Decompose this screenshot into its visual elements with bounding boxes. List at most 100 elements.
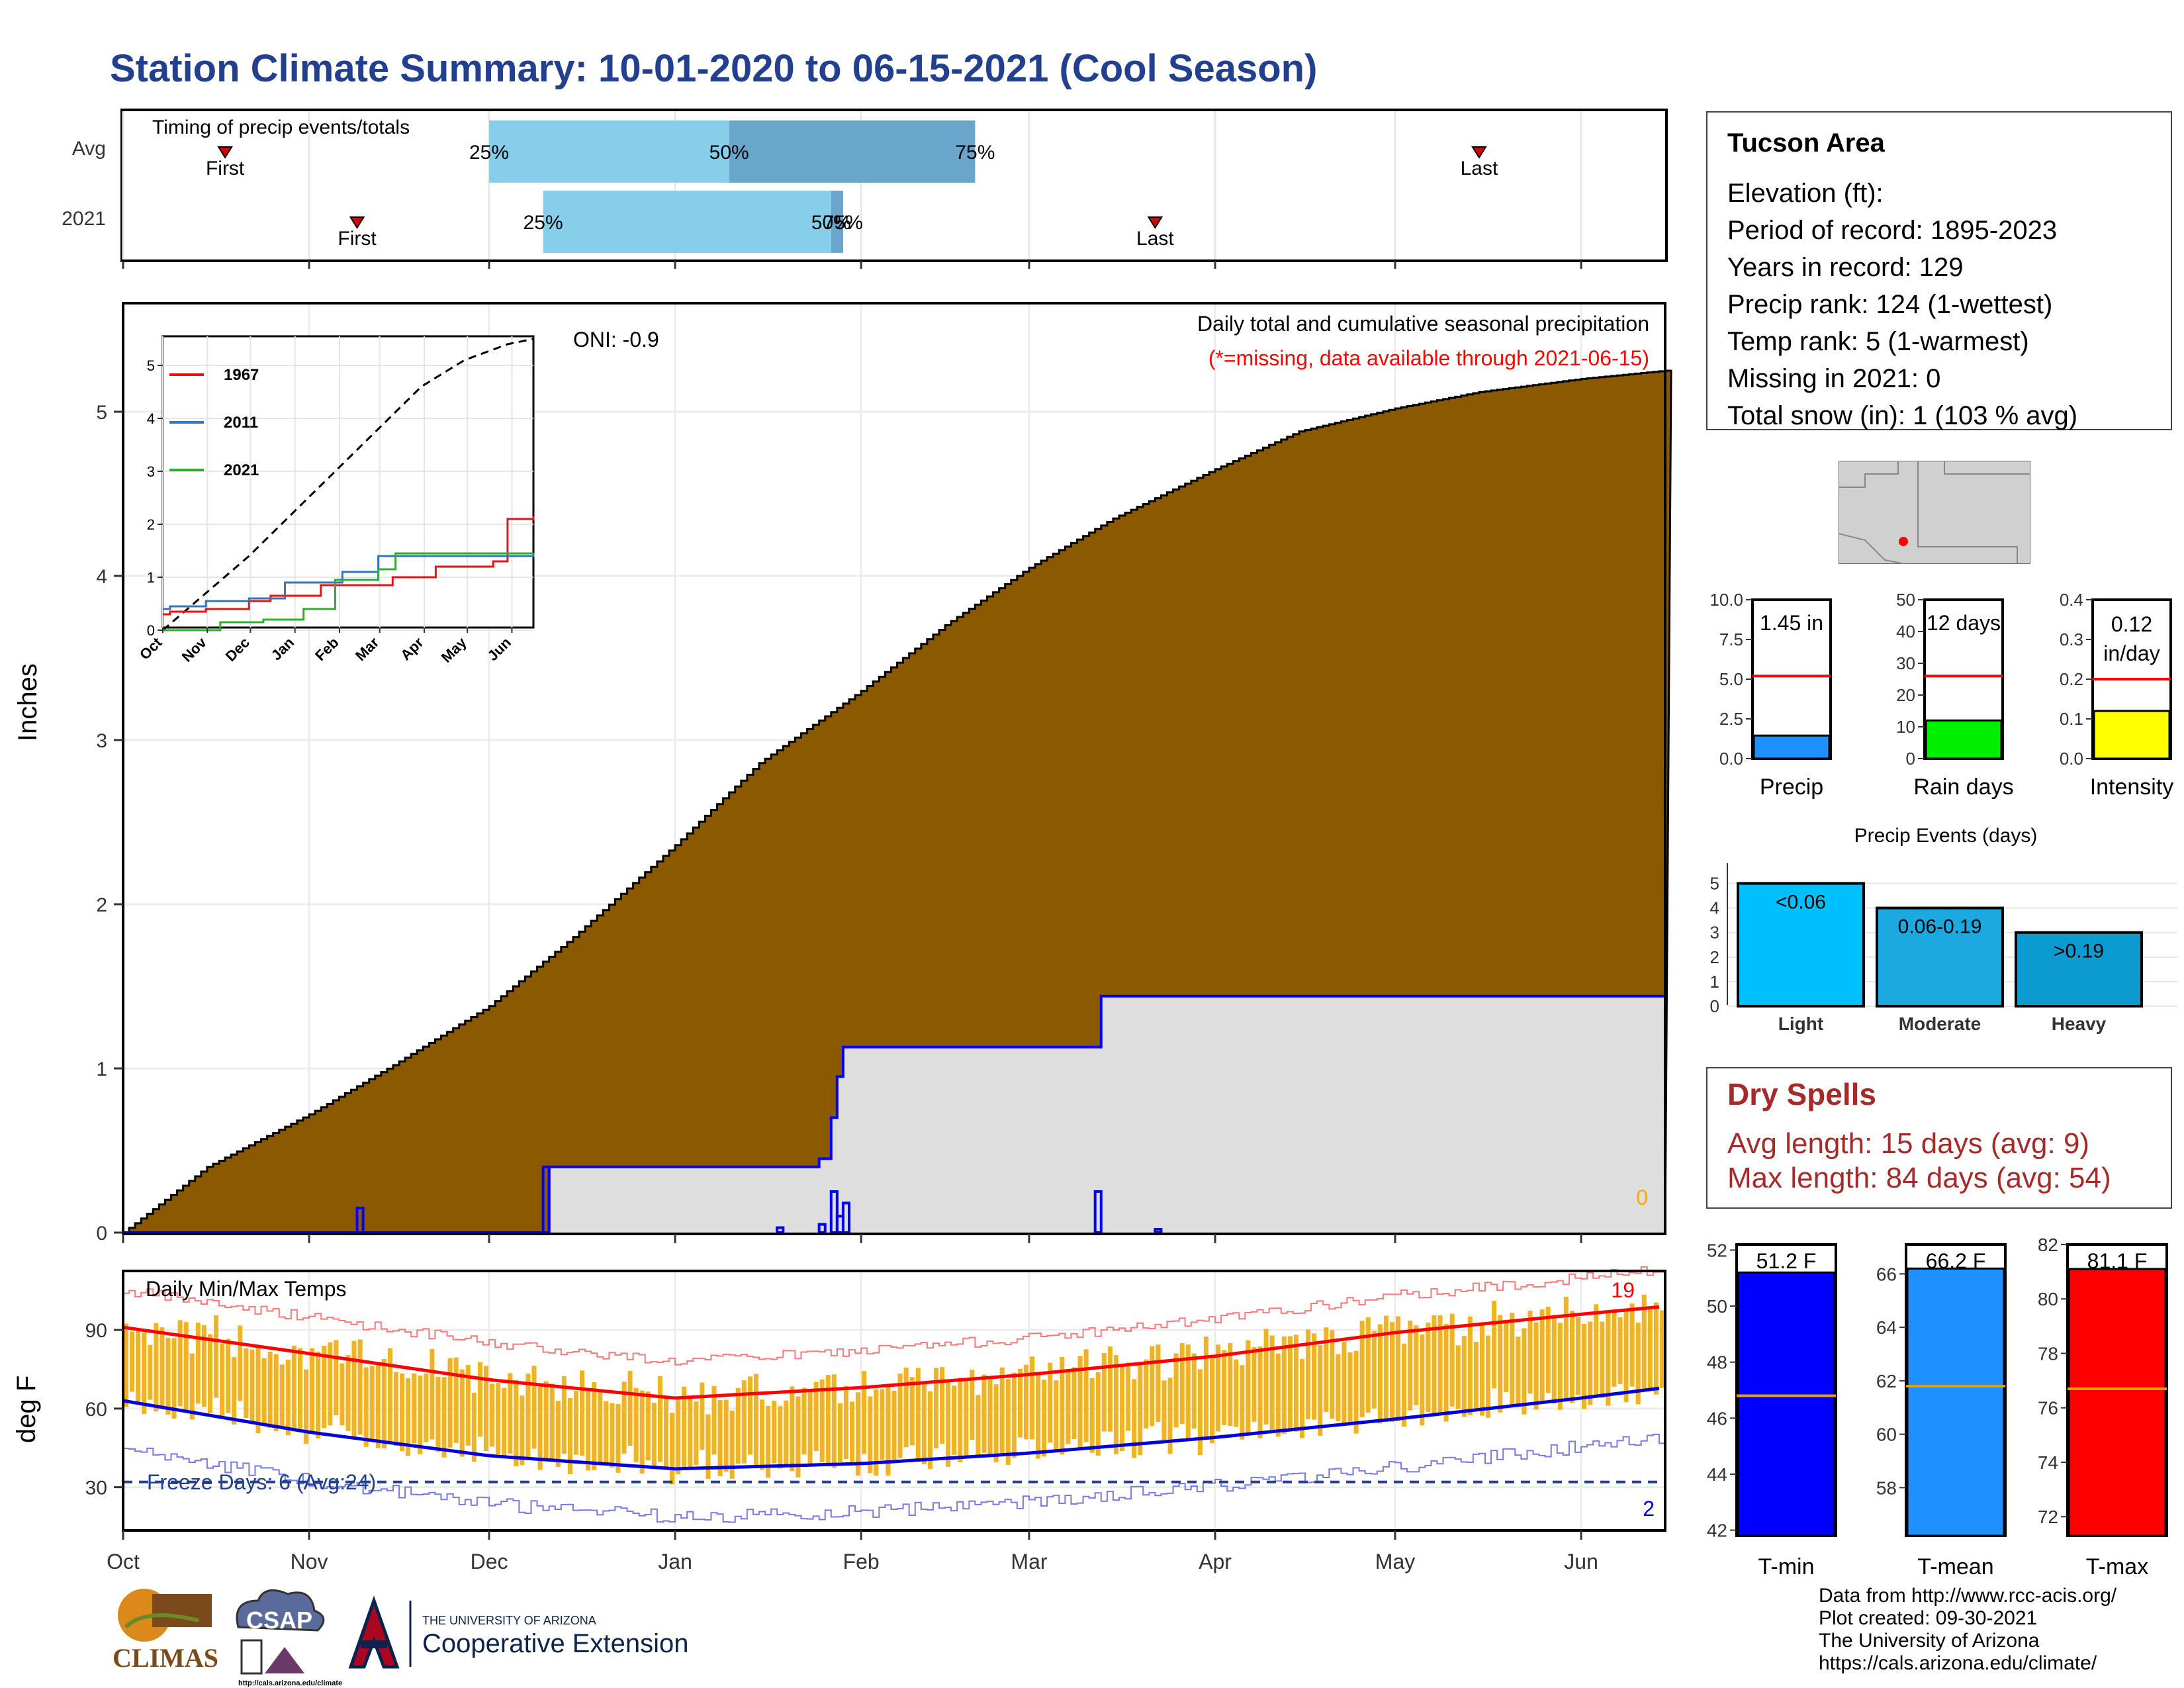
temp-gauge-tick-label: 48 <box>1707 1352 1727 1373</box>
daily-temp-bar <box>1533 1322 1539 1410</box>
precip-yticks: 0 1 2 3 4 5 <box>96 402 1582 1244</box>
daily-temp-bar <box>357 1339 363 1435</box>
gauge-tick-label: 30 <box>1896 653 1915 673</box>
daily-temp-bar <box>819 1380 825 1463</box>
daily-temp-bar <box>796 1396 801 1477</box>
last-marker-icon <box>1471 146 1487 159</box>
page-title: Station Climate Summary: 10-01-2020 to 0… <box>110 47 1318 90</box>
precip-panel: 0 1 2 3 4 5 Daily total and cumulative season… <box>96 302 1672 1244</box>
temp-gauge-tick-label: 72 <box>2038 1507 2058 1527</box>
daily-temp-bar <box>285 1359 291 1436</box>
timing-last-label: Last <box>1136 228 1174 250</box>
daily-temp-bar <box>586 1389 591 1471</box>
footer-line-univ: The University of Arizona <box>1819 1630 2040 1652</box>
precip-missing-note: (*=missing, data available through 2021-… <box>1208 346 1649 370</box>
logos: CLIMAS CSAP http://cals.arizona.edu/clim… <box>113 1589 688 1687</box>
inset-frame <box>161 335 535 629</box>
daily-temp-bar <box>717 1400 723 1477</box>
daily-temp-bar <box>825 1375 831 1463</box>
daily-temp-bar <box>1156 1344 1161 1422</box>
daily-temp-bar <box>1426 1323 1431 1413</box>
event-bar-range: >0.19 <box>2054 941 2104 962</box>
daily-temp-bar <box>987 1379 993 1457</box>
daily-temp-bar <box>303 1369 309 1444</box>
daily-temp-bar <box>1251 1347 1257 1422</box>
daily-temp-bar <box>220 1343 225 1418</box>
events-ytick-label: 3 <box>1710 923 1719 943</box>
daily-temp-bar <box>496 1383 501 1454</box>
daily-temp-bar <box>856 1392 861 1476</box>
month-xtick-label: May <box>1375 1550 1415 1573</box>
daily-temp-bar <box>1347 1352 1353 1423</box>
daily-temp-bar <box>903 1367 909 1448</box>
daily-temp-bar <box>400 1373 405 1452</box>
daily-temp-bar <box>1150 1346 1155 1427</box>
gauge-tick-label: 0.0 <box>2060 749 2083 769</box>
daily-temp-bar <box>154 1323 159 1412</box>
temp-gauge-tick-label: 52 <box>1707 1240 1727 1260</box>
daily-temp-bar <box>316 1351 321 1439</box>
last-marker-icon <box>1147 216 1163 229</box>
daily-temp-bar <box>970 1370 975 1440</box>
timing-bar-25-50 <box>489 120 729 183</box>
gauge-bar <box>1752 734 1831 760</box>
daily-temp-bar <box>1498 1315 1503 1413</box>
daily-temp-bar <box>735 1387 741 1464</box>
daily-temp-bar <box>525 1374 531 1460</box>
daily-temp-bar <box>430 1349 435 1440</box>
event-bar-range: <0.06 <box>1776 892 1826 914</box>
daily-temp-bar <box>567 1398 572 1474</box>
daily-temp-bar <box>946 1382 951 1467</box>
obs-cumulative-area <box>123 994 1665 1233</box>
station-name: Tucson Area <box>1727 128 1885 158</box>
daily-temp-bar <box>1455 1345 1461 1409</box>
daily-temp-bar <box>1209 1356 1215 1444</box>
map-border-4 <box>1944 461 2030 475</box>
temp-gauge-bar <box>2068 1268 2167 1537</box>
temp-yticks: 30 60 90 <box>85 1320 123 1499</box>
daily-temp-bar <box>250 1349 255 1423</box>
event-bar-range: 0.06-0.19 <box>1898 916 1982 938</box>
inset-ytick-label: 5 <box>147 357 155 374</box>
daily-temp-bar <box>921 1383 927 1465</box>
daily-temp-bar <box>1023 1364 1028 1440</box>
daily-temp-bar <box>351 1340 357 1438</box>
daily-temp-bar <box>1629 1303 1635 1387</box>
gauge-tick-label: 10 <box>1896 717 1915 737</box>
gauge-tick-label: 0.1 <box>2060 709 2083 729</box>
daily-temp-bar <box>886 1386 891 1476</box>
gauges-panel: 0.0 2.5 5.0 7.5 10.0 1.45 in Precip 0 10 20 30 40 50… <box>1709 590 2173 800</box>
daily-temp-bar <box>1017 1368 1023 1438</box>
daily-temp-bar <box>328 1342 333 1426</box>
daily-temp-bar <box>766 1405 771 1478</box>
daily-temp-bar <box>279 1364 285 1429</box>
temp-gauge-tick-label: 82 <box>2038 1235 2058 1255</box>
daily-temp-bar <box>778 1406 783 1469</box>
gauge-label: Precip <box>1760 774 1823 800</box>
daily-temp-bar <box>639 1390 645 1474</box>
climas-logo-text: CLIMAS <box>113 1643 218 1673</box>
precip-series <box>123 369 1672 1235</box>
month-xtick-label: Apr <box>1199 1550 1232 1573</box>
csap-mountain-icon <box>265 1647 304 1673</box>
csap-url: http://cals.arizona.edu/climate <box>238 1679 342 1687</box>
daily-temp-bar <box>1588 1321 1593 1405</box>
daily-temp-bar <box>465 1365 471 1446</box>
gauge-bar <box>2093 710 2171 760</box>
daily-temp-bar <box>1306 1329 1311 1420</box>
daily-temp-bar <box>1336 1354 1341 1422</box>
daily-temp-bar <box>177 1320 183 1407</box>
timing-p25-label: 25% <box>523 212 563 234</box>
map-border-1 <box>1839 461 1899 488</box>
daily-temp-bar <box>183 1322 189 1412</box>
daily-temp-bar <box>1516 1336 1521 1404</box>
daily-temp-bar <box>483 1366 489 1452</box>
timing-first-label: First <box>338 228 377 250</box>
daily-temp-bar <box>1287 1336 1293 1432</box>
gauge-tick-label: 50 <box>1896 590 1915 610</box>
temp-frame <box>122 1270 1666 1532</box>
daily-temp-bar <box>1353 1350 1359 1434</box>
events-ytick-label: 2 <box>1710 947 1719 967</box>
ua-big-text: Cooperative Extension <box>422 1629 688 1658</box>
